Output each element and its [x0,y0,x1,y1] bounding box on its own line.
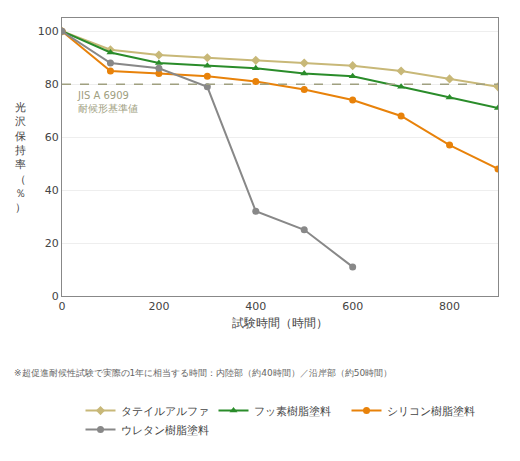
svg-text:40: 40 [45,184,59,197]
svg-text:ウレタン樹脂塗料: ウレタン樹脂塗料 [121,424,209,437]
svg-text:80: 80 [45,78,59,91]
svg-text:試験時間（時間）: 試験時間（時間） [232,316,328,330]
svg-text:0: 0 [52,290,59,303]
svg-text:800: 800 [439,300,460,313]
svg-text:60: 60 [45,131,59,144]
svg-text:JIS A 6909耐候形基準値: JIS A 6909耐候形基準値 [77,90,138,114]
svg-text:フッ素樹脂塗料: フッ素樹脂塗料 [254,405,331,418]
svg-text:タテイルアルファ: タテイルアルファ [121,405,209,418]
svg-text:20: 20 [45,237,59,250]
svg-text:シリコン樹脂塗料: シリコン樹脂塗料 [387,405,475,418]
svg-text:100: 100 [38,25,59,38]
svg-text:200: 200 [148,300,169,313]
svg-text:0: 0 [59,300,66,313]
svg-text:400: 400 [245,300,266,313]
svg-text:※超促進耐候性試験で実際の1年に相当する時間：内陸部（約40: ※超促進耐候性試験で実際の1年に相当する時間：内陸部（約40時間）／沿岸部（約5… [14,368,392,378]
svg-text:光沢保持率（％）: 光沢保持率（％） [15,101,26,214]
svg-text:600: 600 [342,300,363,313]
